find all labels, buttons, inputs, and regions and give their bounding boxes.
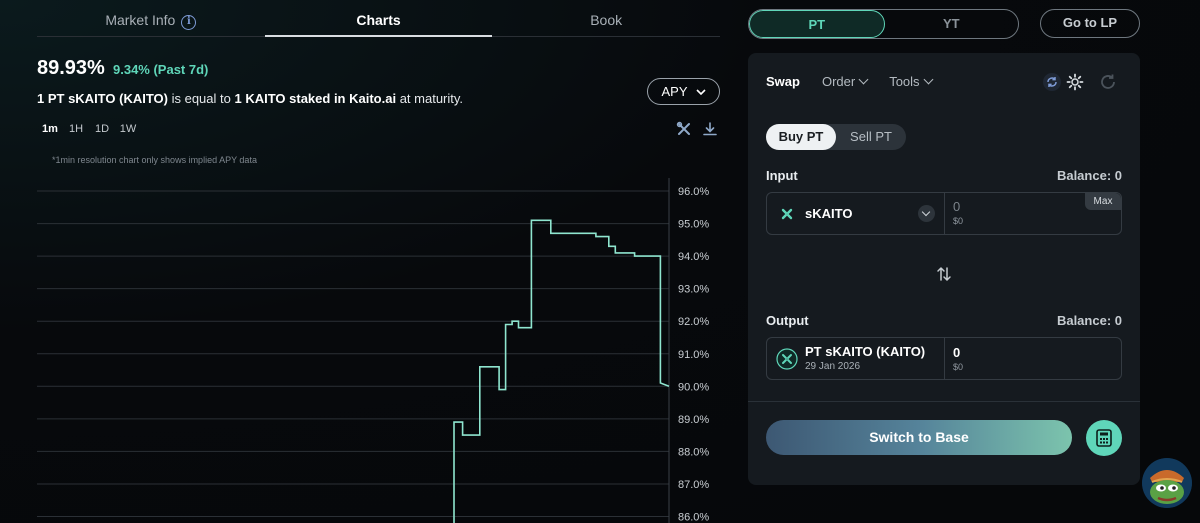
tab-book[interactable]: Book bbox=[492, 0, 720, 36]
view-tabs: Market Info i Charts Book bbox=[37, 0, 720, 37]
description: 1 PT sKAITO (KAITO) is equal to 1 KAITO … bbox=[37, 91, 463, 106]
tab-order[interactable]: Order bbox=[821, 74, 869, 89]
output-divider bbox=[944, 338, 945, 379]
tab-tools[interactable]: Tools bbox=[889, 74, 934, 89]
metric-dropdown[interactable]: APY bbox=[647, 78, 720, 105]
current-apy: 89.93% bbox=[37, 57, 105, 79]
desc-mid: is equal to bbox=[167, 91, 235, 106]
chevron-down-icon bbox=[858, 74, 869, 85]
buy-sell-toggle: Buy PT Sell PT bbox=[766, 124, 906, 150]
tab-market-info[interactable]: Market Info i bbox=[37, 0, 265, 36]
input-balance: Balance: 0 bbox=[1056, 168, 1122, 183]
y-tick-label: 91.0% bbox=[678, 349, 709, 361]
switch-to-base-button[interactable]: Switch to Base bbox=[766, 420, 1072, 455]
output-usd-value: $0 bbox=[953, 362, 964, 372]
sell-pt-button[interactable]: Sell PT bbox=[850, 129, 892, 144]
tab-book-label: Book bbox=[590, 12, 623, 28]
apy-chart-svg: 96.0% 95.0% 94.0% 93.0% 92.0% 91.0% 90.0% 89.0%… bbox=[37, 178, 709, 523]
output-amount: 0 bbox=[953, 345, 961, 360]
settings-shortcut-icon[interactable] bbox=[1042, 72, 1062, 92]
calculator-button[interactable] bbox=[1086, 420, 1122, 456]
go-to-lp-button[interactable]: Go to LP bbox=[1040, 9, 1140, 38]
download-icon[interactable] bbox=[702, 121, 718, 137]
tab-swap[interactable]: Swap bbox=[766, 74, 800, 89]
toggle-pt[interactable]: PT bbox=[749, 10, 885, 38]
resolution-selector: 1m 1H 1D 1W bbox=[37, 123, 141, 135]
y-tick-label: 86.0% bbox=[678, 511, 709, 523]
pt-yt-toggle: PT YT bbox=[748, 9, 1019, 39]
apy-chart: 96.0% 95.0% 94.0% 93.0% 92.0% 91.0% 90.0% 89.0%… bbox=[37, 178, 737, 523]
tab-order-label: Order bbox=[821, 74, 856, 89]
input-token-name: sKAITO bbox=[805, 206, 853, 221]
swap-direction-icon[interactable] bbox=[934, 264, 954, 284]
output-maturity: 29 Jan 2026 bbox=[805, 361, 861, 372]
avatar[interactable] bbox=[1142, 458, 1192, 508]
tab-tools-label: Tools bbox=[889, 74, 920, 89]
apy-change: 9.34% (Past 7d) bbox=[113, 62, 209, 77]
resolution-1m[interactable]: 1m bbox=[42, 123, 58, 135]
calculator-icon bbox=[1096, 429, 1112, 447]
metric-dropdown-value: APY bbox=[661, 84, 688, 99]
y-tick-label: 96.0% bbox=[678, 186, 709, 198]
trade-panel: Swap Order Tools Buy PT Sell PT Input Ba… bbox=[748, 53, 1140, 485]
tab-charts-label: Charts bbox=[356, 12, 401, 28]
buy-pt-button[interactable]: Buy PT bbox=[766, 124, 836, 150]
input-box: sKAITO 0 $0 Max bbox=[766, 192, 1122, 235]
y-tick-label: 92.0% bbox=[678, 316, 709, 328]
panel-tabs: Swap Order Tools bbox=[766, 74, 934, 89]
max-button[interactable]: Max bbox=[1085, 193, 1121, 210]
resolution-1w[interactable]: 1W bbox=[119, 123, 137, 135]
toggle-yt[interactable]: YT bbox=[942, 16, 960, 31]
gear-icon[interactable] bbox=[1065, 72, 1085, 92]
pt-token-icon bbox=[776, 348, 798, 370]
input-amount-field[interactable]: 0 bbox=[953, 199, 961, 214]
output-balance: Balance: 0 bbox=[1056, 313, 1122, 328]
input-divider bbox=[944, 193, 945, 234]
desc-suffix: at maturity. bbox=[396, 91, 464, 106]
y-tick-label: 88.0% bbox=[678, 446, 709, 458]
y-tick-label: 93.0% bbox=[678, 284, 709, 296]
refresh-icon[interactable] bbox=[1098, 72, 1118, 92]
input-usd-value: $0 bbox=[953, 216, 964, 226]
y-tick-label: 87.0% bbox=[678, 479, 709, 491]
desc-pt-token: 1 PT sKAITO (KAITO) bbox=[37, 91, 168, 106]
skaito-token-icon bbox=[781, 208, 793, 220]
chevron-down-icon bbox=[923, 74, 934, 85]
y-tick-label: 95.0% bbox=[678, 219, 709, 231]
y-tick-label: 94.0% bbox=[678, 251, 709, 263]
token-select-chevron-icon[interactable] bbox=[918, 205, 935, 222]
pepe-avatar-icon bbox=[1142, 458, 1192, 508]
output-label: Output bbox=[766, 313, 809, 328]
info-icon[interactable]: i bbox=[181, 15, 197, 30]
y-tick-label: 90.0% bbox=[678, 381, 709, 393]
resolution-1d[interactable]: 1D bbox=[94, 123, 110, 135]
apy-series-line bbox=[453, 219, 670, 523]
panel-divider bbox=[748, 401, 1140, 402]
output-box: PT sKAITO (KAITO) 29 Jan 2026 0 $0 bbox=[766, 337, 1122, 380]
tools-icon[interactable] bbox=[676, 121, 692, 137]
y-tick-label: 89.0% bbox=[678, 414, 709, 426]
input-label: Input bbox=[766, 168, 798, 183]
output-token-name: PT sKAITO (KAITO) bbox=[805, 344, 926, 359]
resolution-note: *1min resolution chart only shows implie… bbox=[52, 155, 257, 165]
desc-underlying: 1 KAITO staked in Kaito.ai bbox=[234, 91, 397, 106]
tab-market-info-label: Market Info bbox=[105, 12, 176, 28]
resolution-1h[interactable]: 1H bbox=[68, 123, 84, 135]
tab-charts[interactable]: Charts bbox=[264, 0, 493, 37]
chevron-down-icon bbox=[695, 88, 706, 95]
